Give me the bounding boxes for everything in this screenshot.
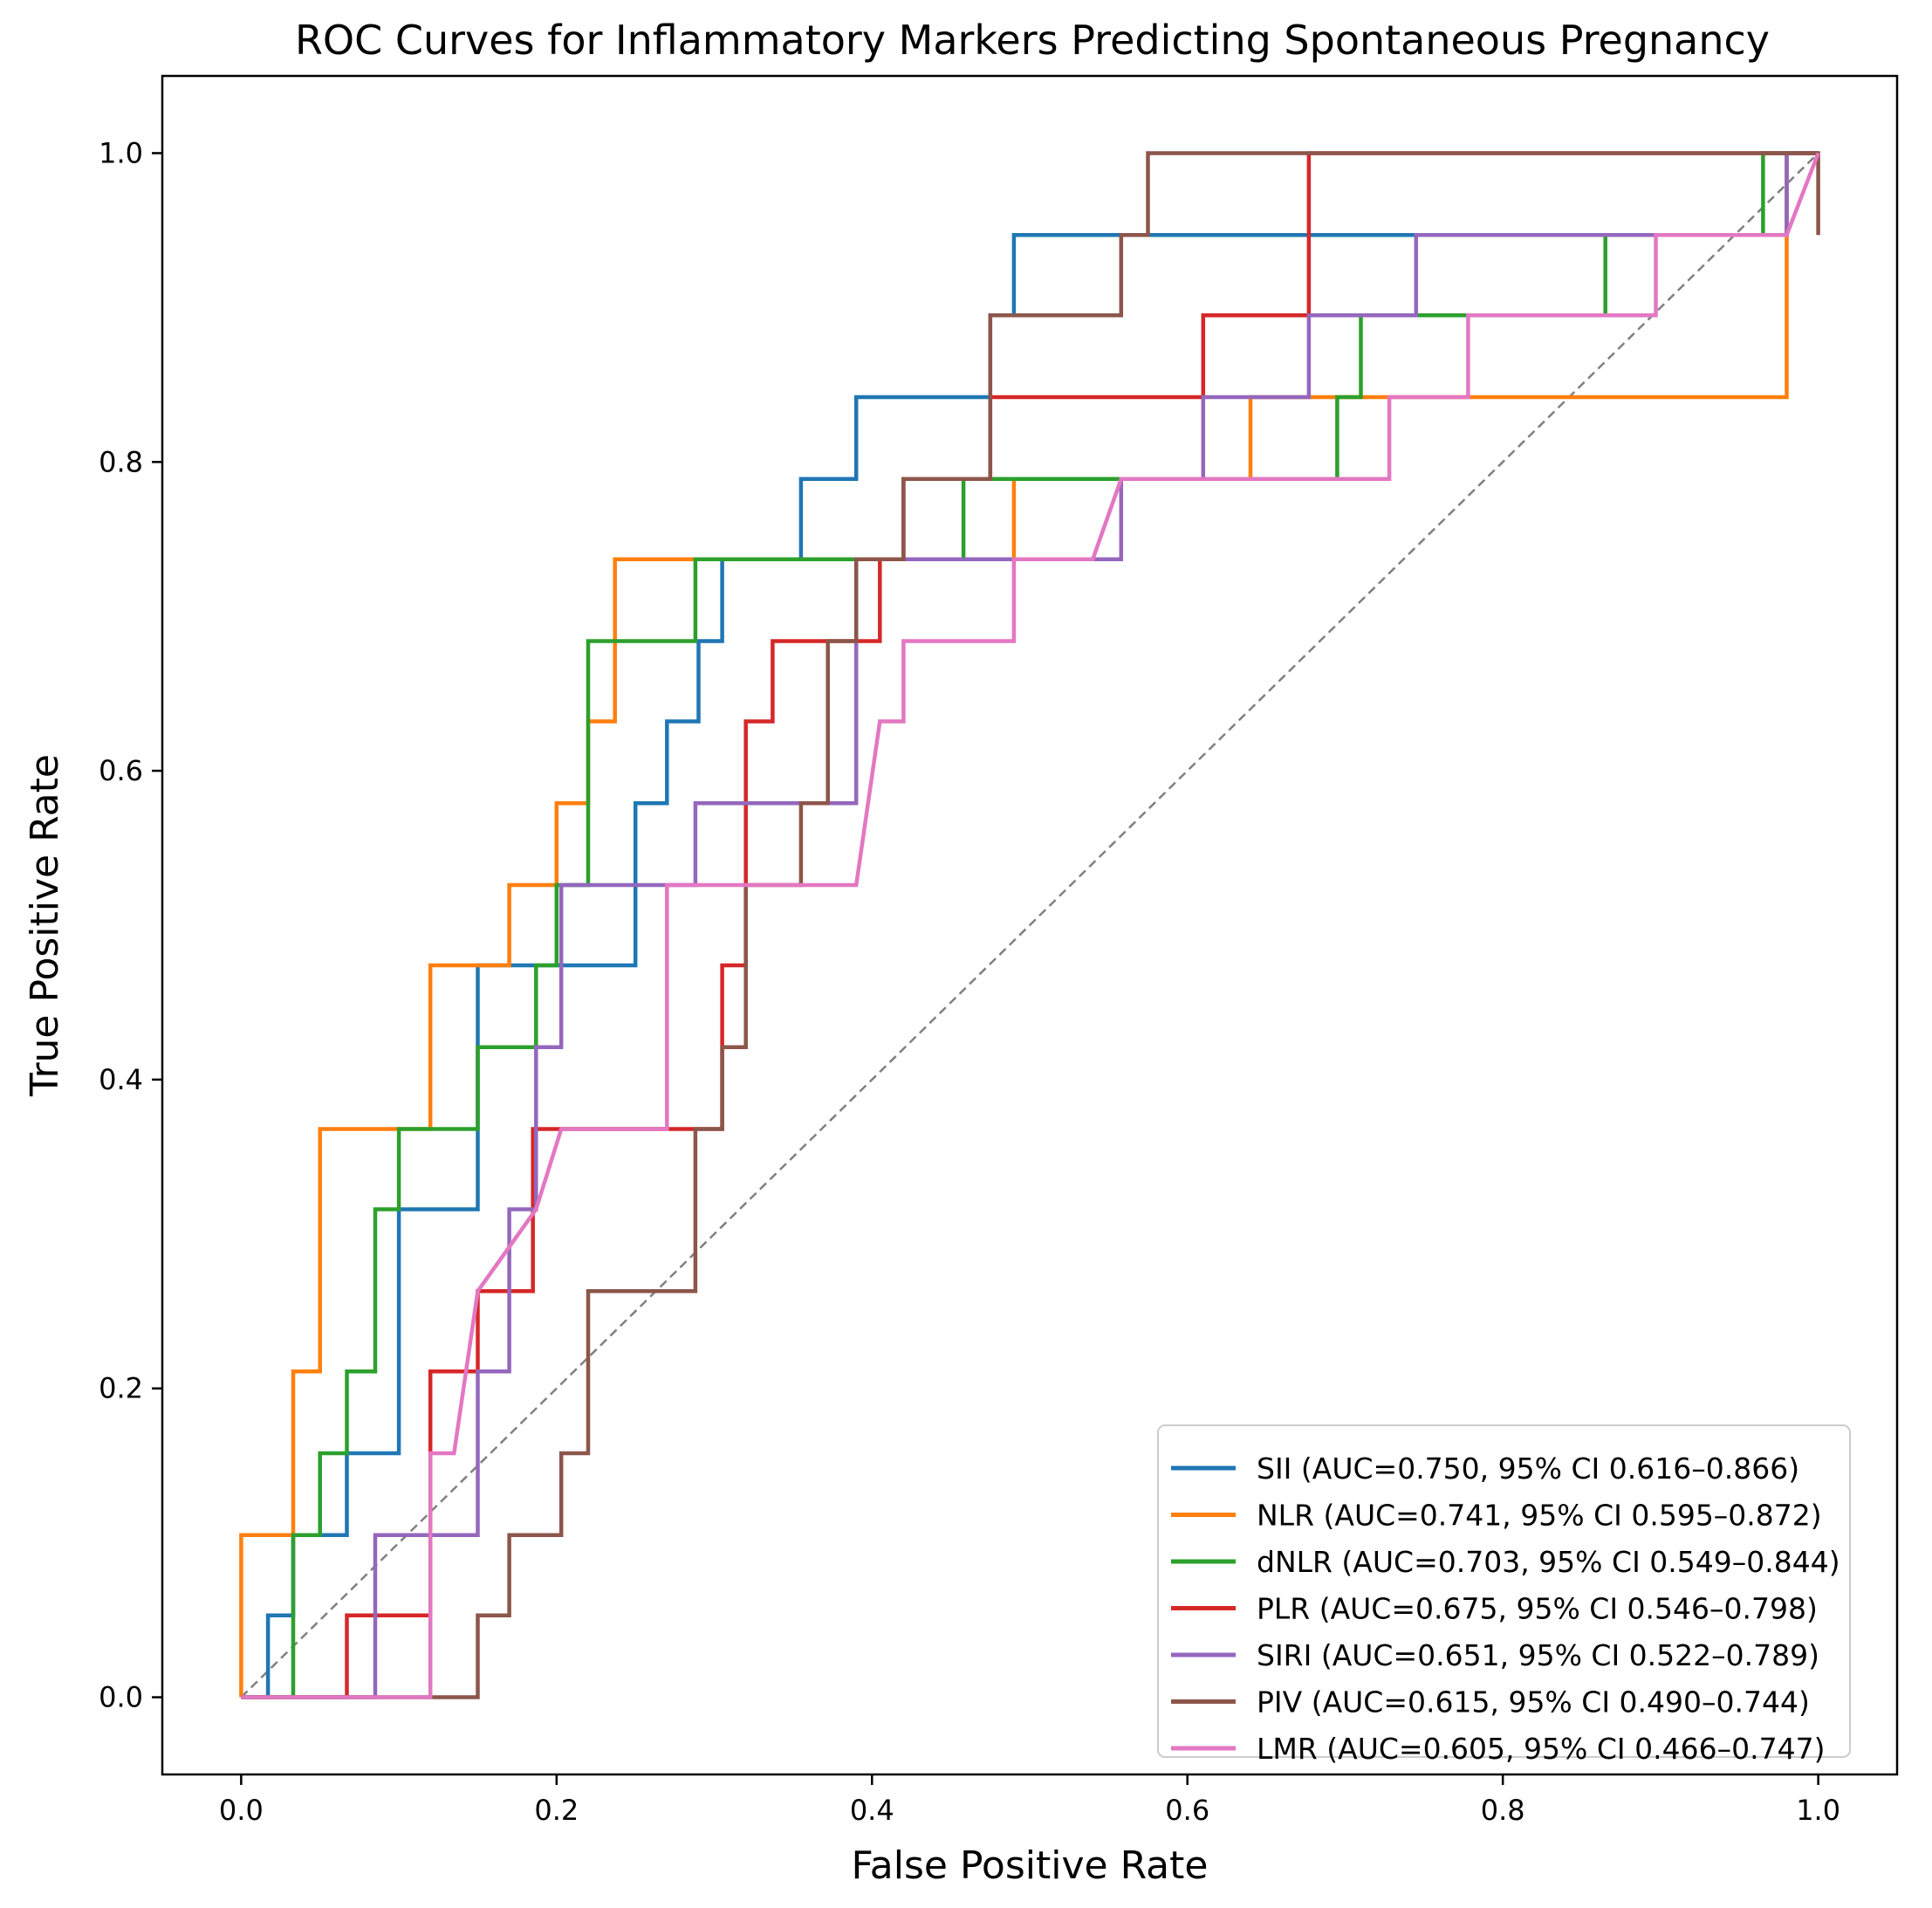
y-axis: 0.0 0.2 0.4 0.6 0.8 1.0 (99, 136, 162, 1714)
reference-diagonal-line (240, 152, 1819, 1699)
legend-label-siri: SIRI (AUC=0.651, 95% CI 0.522–0.789) (1257, 1638, 1819, 1672)
roc-line-lmr (241, 152, 1820, 1699)
plot-area (239, 151, 1820, 1699)
y-axis-label: True Positive Rate (23, 754, 67, 1097)
legend-label-plr: PLR (AUC=0.675, 95% CI 0.546–0.798) (1257, 1592, 1818, 1626)
x-axis: 0.0 0.2 0.4 0.6 0.8 1.0 (219, 1774, 1840, 1827)
y-tick-label: 0.6 (99, 754, 143, 787)
x-tick-label: 0.4 (850, 1794, 894, 1827)
roc-line-siri (241, 151, 1819, 1699)
legend-label-sii: SII (AUC=0.750, 95% CI 0.616–0.866) (1257, 1452, 1799, 1486)
y-tick-label: 0.2 (99, 1372, 143, 1405)
roc-line-dnlr (241, 151, 1819, 1699)
y-tick-label: 0.8 (99, 445, 143, 478)
legend: SII (AUC=0.750, 95% CI 0.616–0.866) NLR (… (1157, 1424, 1851, 1766)
roc-line-plr (241, 151, 1819, 1699)
legend-label-piv: PIV (AUC=0.615, 95% CI 0.490–0.744) (1257, 1685, 1810, 1719)
roc-line-nlr (239, 151, 1819, 1698)
y-tick-label: 0.0 (99, 1681, 143, 1714)
x-axis-label: False Positive Rate (852, 1843, 1209, 1888)
legend-label-nlr: NLR (AUC=0.741, 95% CI 0.595–0.872) (1257, 1499, 1822, 1533)
legend-label-lmr: LMR (AUC=0.605, 95% CI 0.466–0.747) (1257, 1732, 1825, 1766)
y-tick-label: 0.4 (99, 1063, 143, 1096)
x-tick-label: 0.2 (534, 1794, 579, 1827)
x-tick-label: 1.0 (1796, 1794, 1840, 1827)
plot-frame (161, 74, 1899, 1776)
legend-box (1157, 1424, 1851, 1758)
x-tick-label: 0.0 (219, 1794, 264, 1827)
chart-title: ROC Curves for Inflammatory Markers Pred… (295, 17, 1770, 64)
y-tick-label: 1.0 (99, 136, 143, 169)
x-tick-label: 0.6 (1165, 1794, 1209, 1827)
legend-label-dnlr: dNLR (AUC=0.703, 95% CI 0.549–0.844) (1257, 1545, 1840, 1579)
x-tick-label: 0.8 (1481, 1794, 1525, 1827)
